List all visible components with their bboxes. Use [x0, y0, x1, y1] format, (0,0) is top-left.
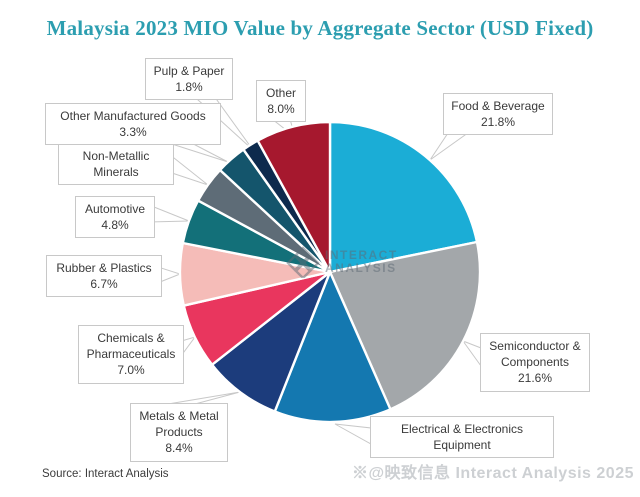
callout-label-non-metallic-minerals: Non-Metallic Minerals [58, 143, 174, 186]
slice-label: Rubber & Plastics [56, 261, 152, 275]
pie-slice-food-beverage [328, 120, 479, 274]
leader-line [461, 339, 482, 368]
slice-percentage: 4.8% [101, 218, 129, 233]
chart-title: Malaysia 2023 MIO Value by Aggregate Sec… [46, 16, 594, 40]
slice-label: Chemicals & Pharmaceuticals [86, 331, 176, 362]
leader-line [168, 152, 209, 186]
callout-label-rubber-plastics: Rubber & Plastics 6.7% [46, 255, 162, 298]
slice-label: Semiconductor & Components [489, 339, 581, 370]
callout-label-automotive: Automotive 4.8% [75, 196, 155, 239]
slice-label: Other [265, 86, 296, 100]
slice-label: Automotive [84, 202, 146, 216]
callout-label-semiconductor-components: Semiconductor & Components 21.6% [480, 333, 590, 392]
slice-label: Metals & Metal Products [139, 409, 219, 440]
slice-label: Non-Metallic Minerals [82, 149, 150, 180]
bottom-right-watermark: ※@映致信息 Interact Analysis 2025 [351, 465, 634, 482]
callout-label-metals-metal-products: Metals & Metal Products 8.4% [130, 403, 228, 462]
pie-slice-semiconductor-components [328, 240, 482, 411]
slice-percentage: 6.7% [90, 277, 118, 292]
slice-percentage: 8.0% [267, 102, 295, 117]
slice-percentage: 21.8% [480, 115, 516, 130]
callout-label-food-beverage: Food & Beverage 21.8% [443, 93, 553, 136]
source-note: Source: Interact Analysis [42, 468, 169, 480]
slice-percentage: 21.6% [517, 371, 553, 386]
slice-percentage: 8.4% [165, 441, 193, 456]
callout-label-electrical-electronics-equipment: Electrical & Electronics Equipment [370, 416, 554, 459]
callout-label-pulp-paper: Pulp & Paper 1.8% [145, 58, 233, 101]
callout-label-other-manufactured-goods: Other Manufactured Goods 3.3% [45, 103, 221, 146]
slice-label: Pulp & Paper [153, 64, 225, 78]
slice-percentage: 1.8% [175, 80, 203, 95]
callout-label-chemicals-pharmaceuticals: Chemicals & Pharmaceuticals 7.0% [78, 325, 184, 384]
slice-label: Electrical & Electronics Equipment [400, 422, 524, 453]
callout-label-other: Other 8.0% [256, 80, 306, 123]
leader-line [148, 204, 190, 223]
slice-percentage: 3.3% [119, 125, 147, 140]
slice-label: Food & Beverage [451, 99, 545, 113]
pie-slice-other [256, 120, 332, 274]
slice-percentage: 7.0% [117, 363, 145, 378]
leader-line [334, 423, 372, 445]
slice-label: Other Manufactured Goods [60, 109, 206, 123]
pie-slice-electrical-electronics-equipment [273, 270, 392, 424]
